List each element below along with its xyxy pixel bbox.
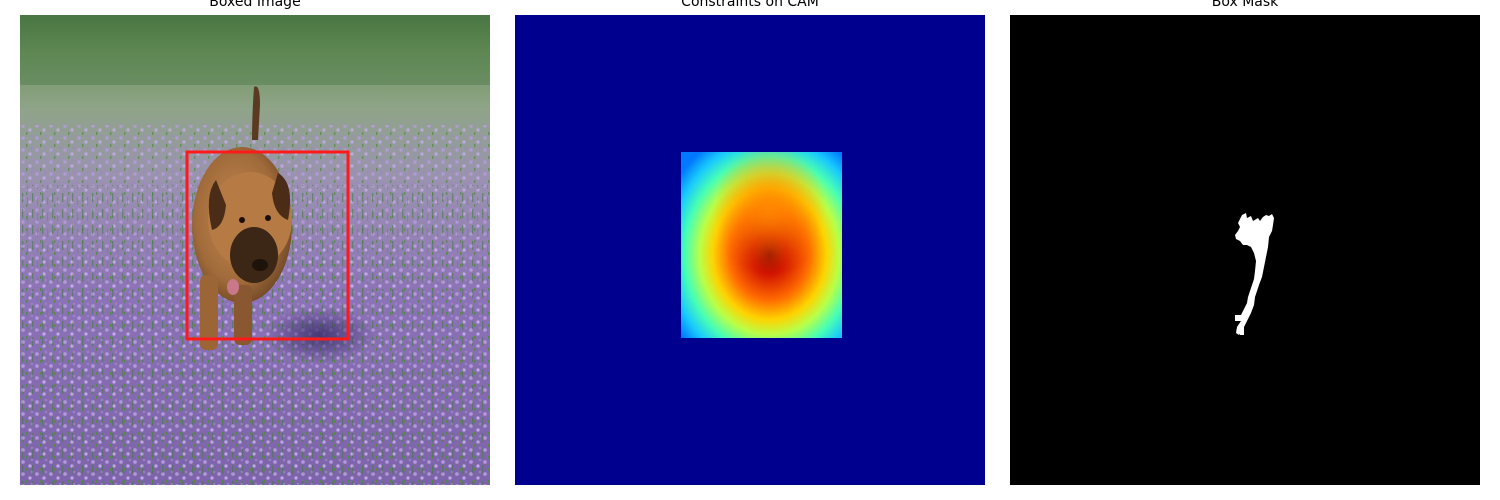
cam-heatmap-figure <box>515 15 985 485</box>
box-mask-panel <box>1010 15 1480 485</box>
far-field <box>20 15 490 85</box>
heatmap-secondary-peak <box>681 152 842 338</box>
mask-foreground <box>1235 213 1274 335</box>
box-mask-figure <box>1010 15 1480 485</box>
mask-background <box>1010 15 1480 485</box>
dog-figure <box>192 86 292 350</box>
panel-title-constraints-on-cam: Constraints on CAM <box>681 0 819 10</box>
dog-shadow <box>265 307 375 363</box>
panel-title-boxed-image: Boxed Image <box>209 0 301 10</box>
panel-title-box-mask: Box Mask <box>1211 0 1279 10</box>
boxed-image-panel <box>20 15 490 485</box>
cam-heatmap-panel <box>515 15 985 485</box>
boxed-image-figure <box>20 15 490 485</box>
bounding-box <box>185 150 350 341</box>
